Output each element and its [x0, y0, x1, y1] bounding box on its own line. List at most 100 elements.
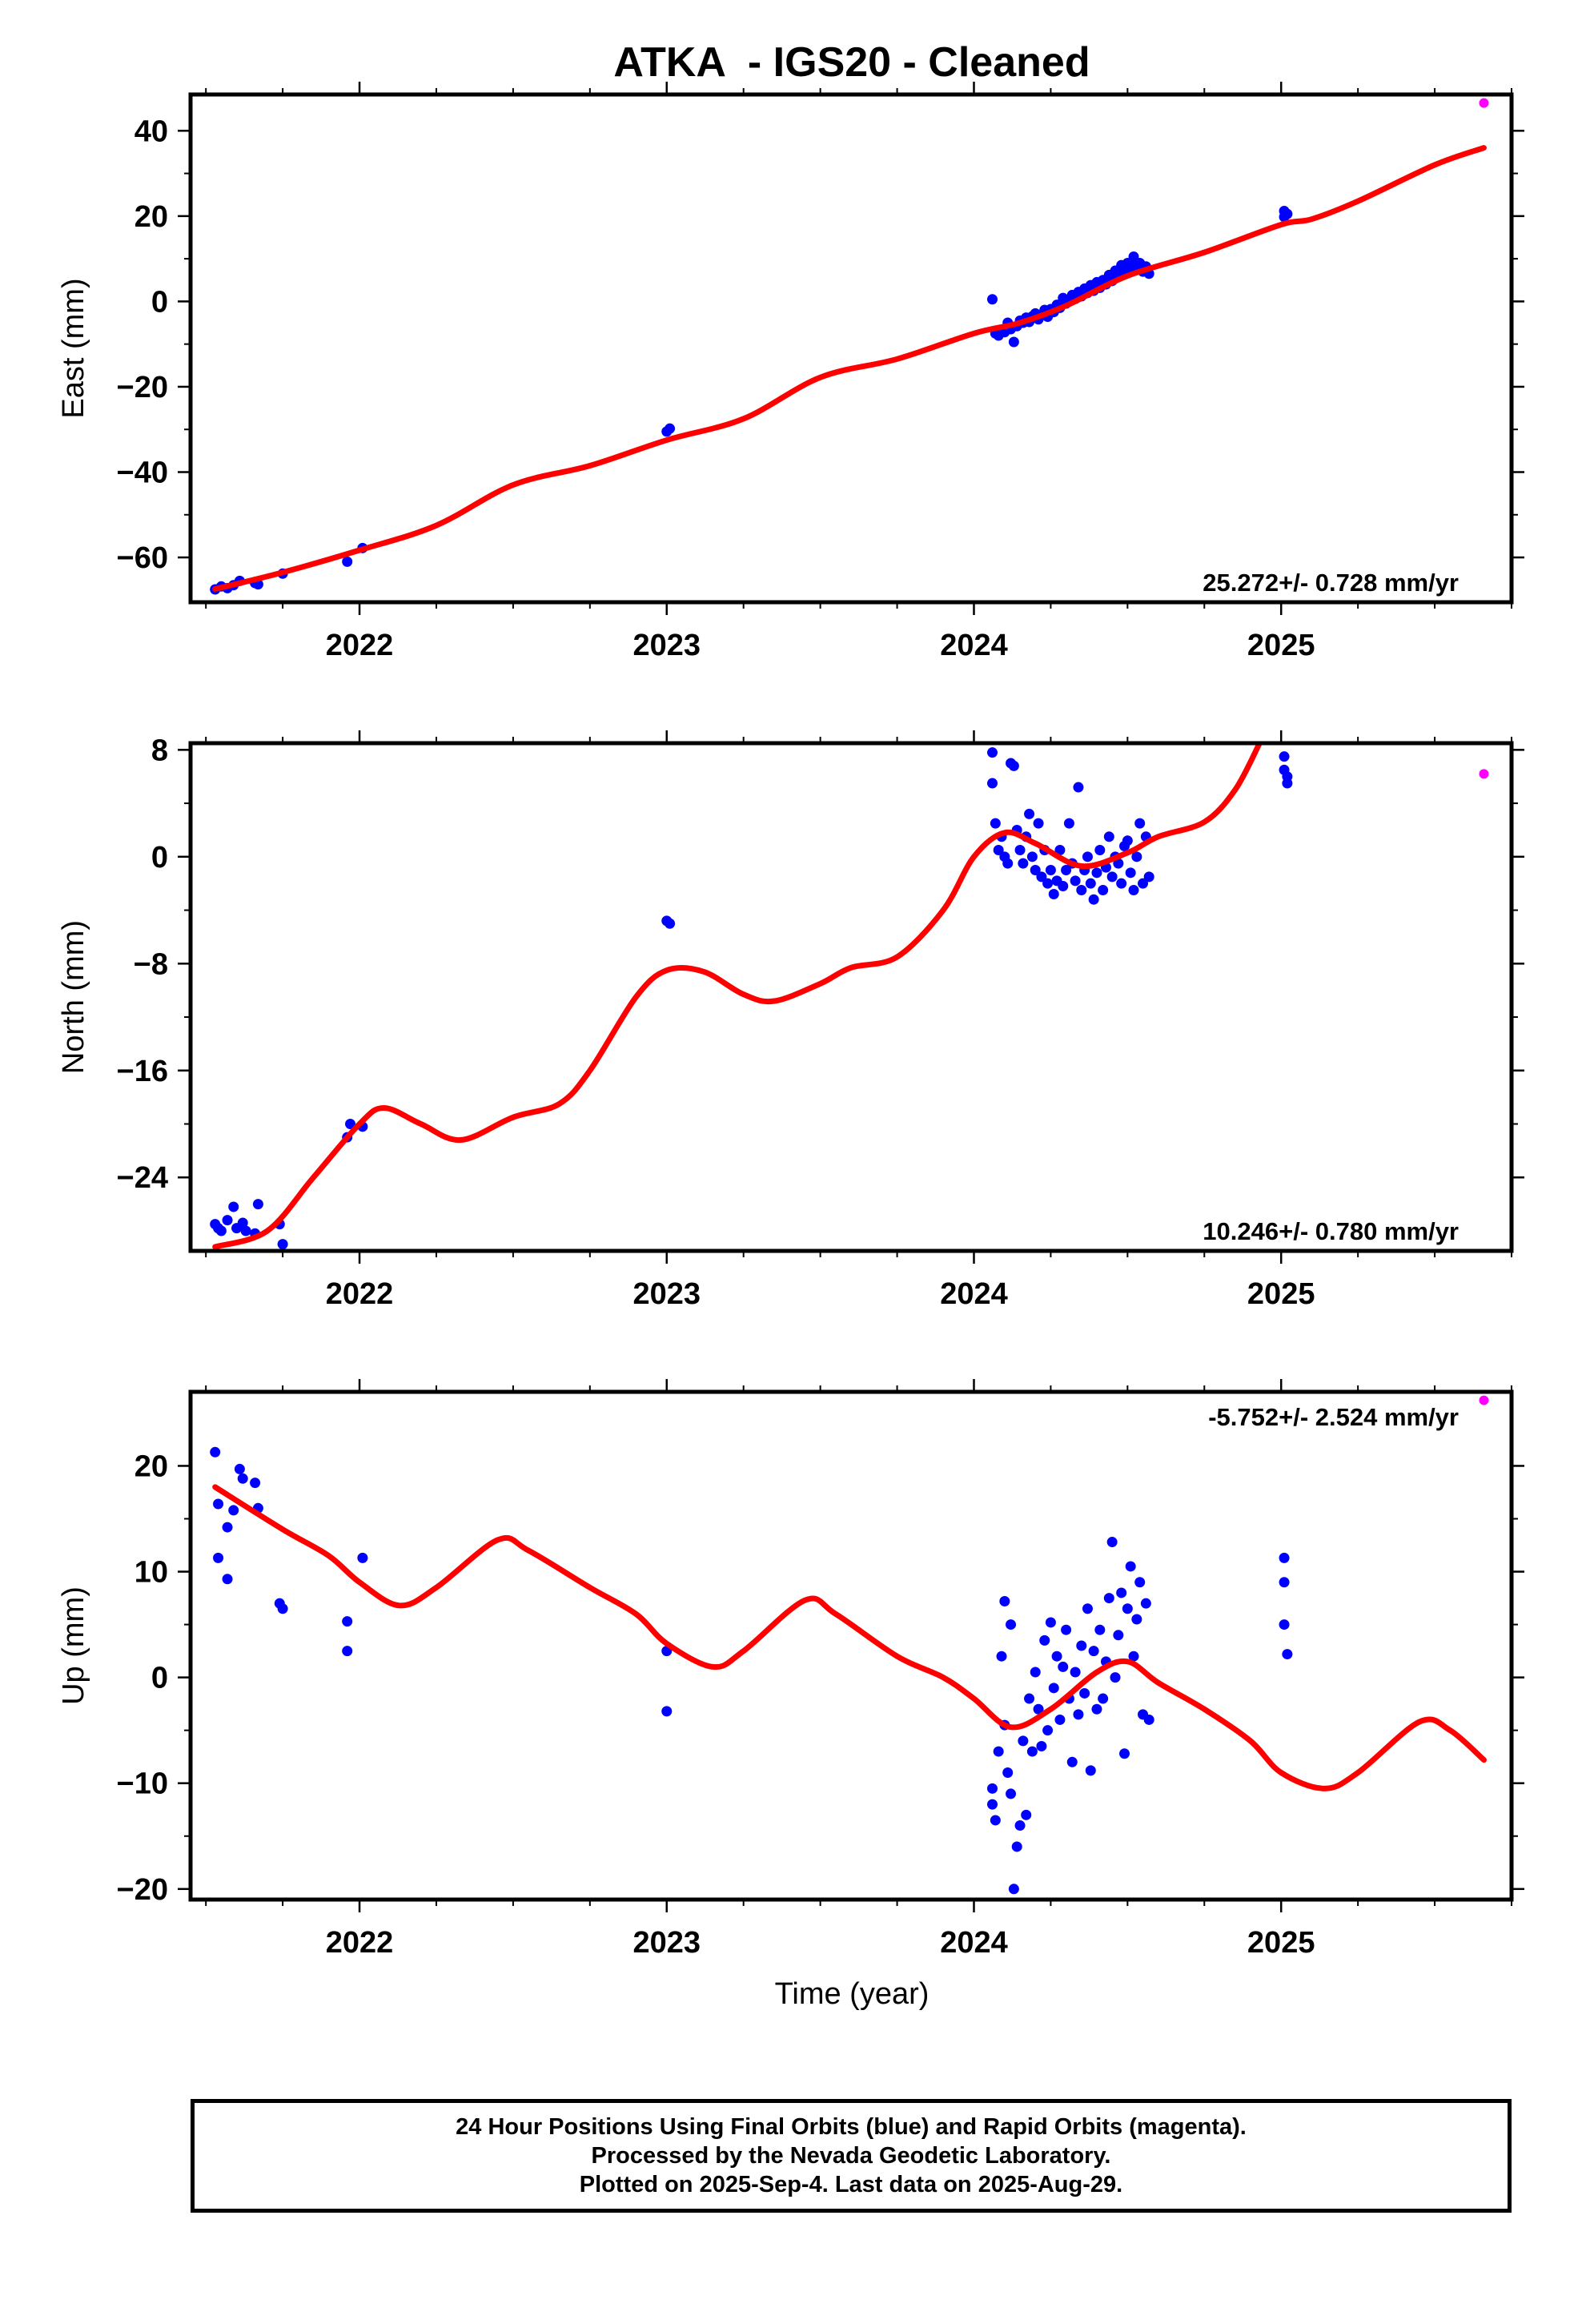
y-tick-label: 10 [135, 1556, 168, 1590]
final-orbit-point [990, 818, 1001, 829]
final-orbit-point [1134, 818, 1146, 829]
final-orbit-point [1088, 894, 1099, 905]
final-orbit-point [228, 1201, 239, 1212]
y-tick-label: 8 [151, 734, 168, 767]
rapid-orbit-point [1479, 769, 1489, 779]
final-orbit-point [1098, 1693, 1109, 1704]
final-orbit-point [665, 423, 676, 434]
final-orbit-point [1073, 782, 1084, 793]
final-orbit-point [1282, 1649, 1293, 1660]
plot-frame [188, 741, 1514, 1253]
final-orbit-point [1030, 1667, 1041, 1678]
final-orbit-point [237, 1217, 248, 1228]
final-orbit-point [1039, 1634, 1050, 1646]
final-orbit-point [1122, 1603, 1133, 1614]
final-orbit-point [1008, 1884, 1019, 1895]
final-orbit-point [1103, 1593, 1114, 1604]
final-orbit-point [1026, 1746, 1038, 1757]
final-orbit-point [1026, 851, 1038, 862]
model-curve [212, 743, 1263, 1250]
final-orbit-point [250, 1478, 261, 1489]
final-orbit-point [1119, 1748, 1130, 1759]
final-orbit-point [228, 1505, 239, 1516]
final-orbit-point [1006, 1788, 1017, 1799]
final-orbit-point [987, 294, 998, 305]
final-orbit-point [1048, 889, 1059, 900]
final-orbit-point [1103, 831, 1114, 842]
velocity-annotation: 25.272+/- 0.728 mm/yr [1203, 569, 1459, 597]
final-orbit-point [1033, 1703, 1044, 1715]
final-orbit-points [210, 747, 1293, 1250]
final-orbit-point [1113, 858, 1124, 869]
y-tick-label: 0 [151, 841, 168, 875]
final-orbit-point [222, 1215, 233, 1226]
final-orbit-point [1279, 1619, 1290, 1630]
final-orbit-point [1125, 1561, 1136, 1572]
final-orbit-point [210, 1446, 221, 1458]
y-axis-label: North (mm) [57, 920, 90, 1074]
final-orbit-point [987, 1799, 998, 1810]
final-orbit-point [1125, 867, 1136, 879]
final-orbit-point [1143, 871, 1154, 883]
final-orbit-point [1134, 1577, 1146, 1588]
final-orbit-point [1143, 1714, 1154, 1725]
y-axis-label: Up (mm) [57, 1586, 90, 1705]
final-orbit-point [1054, 844, 1066, 855]
final-orbit-point [987, 778, 998, 789]
final-orbit-point [1024, 1693, 1035, 1704]
final-orbit-point [357, 1552, 368, 1563]
y-tick-label: −20 [117, 371, 168, 404]
final-orbit-point [1002, 858, 1014, 869]
final-orbit-point [1036, 1740, 1047, 1751]
final-orbit-point [1131, 851, 1142, 862]
final-orbit-point [1058, 881, 1069, 892]
panel-3: 2022 2023 2024 2025 −20 −10 0 10 20 Up (mm) -5.752… [57, 1379, 1524, 1960]
x-tick-label: 2024 [940, 629, 1008, 662]
x-tick-label: 2025 [1247, 1277, 1315, 1311]
final-orbit-point [1138, 878, 1149, 889]
final-orbit-point [234, 1463, 245, 1474]
caption-line-2: Processed by the Nevada Geodetic Laborat… [591, 2143, 1111, 2169]
final-orbit-point [1073, 1709, 1084, 1720]
final-orbit-point [1082, 851, 1093, 862]
y-tick-label: −20 [117, 1873, 168, 1907]
y-tick-label: 20 [135, 1449, 168, 1483]
final-orbit-point [1030, 865, 1041, 875]
final-orbit-point [342, 1646, 353, 1657]
final-orbit-point [342, 1616, 353, 1627]
model-curve [212, 145, 1487, 592]
final-orbit-point [213, 1498, 224, 1510]
final-orbit-point [1002, 1767, 1014, 1778]
final-orbit-point [222, 1522, 233, 1533]
figure-title: ATKA - IGS20 - Cleaned [613, 39, 1090, 86]
final-orbit-point [1042, 878, 1054, 889]
final-orbit-point [1070, 875, 1081, 887]
final-orbit-point [215, 1225, 227, 1236]
final-orbit-point [1021, 1809, 1032, 1820]
final-orbit-point [1063, 818, 1074, 829]
y-tick-label: 0 [151, 285, 168, 319]
final-orbit-point [1279, 1552, 1290, 1563]
final-orbit-point [1091, 867, 1102, 879]
final-orbit-point [1058, 1661, 1069, 1672]
final-orbit-point [1024, 808, 1035, 819]
final-orbit-point [1116, 1587, 1127, 1598]
final-orbit-point [1054, 1714, 1066, 1725]
final-orbit-point [1122, 835, 1133, 846]
final-orbit-point [213, 1552, 224, 1563]
x-tick-label: 2022 [326, 629, 394, 662]
final-orbit-point [1085, 1765, 1096, 1776]
rapid-orbit-point [1479, 98, 1489, 108]
x-tick-label: 2022 [326, 1926, 394, 1960]
final-orbit-point [252, 1199, 263, 1210]
velocity-annotation: 10.246+/- 0.780 mm/yr [1203, 1217, 1459, 1245]
x-tick-label: 2022 [326, 1277, 394, 1311]
final-orbit-point [1082, 1603, 1093, 1614]
final-orbit-point [1282, 771, 1293, 782]
final-orbit-points [210, 1446, 1293, 1895]
y-tick-label: 40 [135, 115, 168, 148]
final-orbit-point [1098, 885, 1109, 896]
panel-2: 2022 2023 2024 2025 −24 −16 −8 0 8 North (mm) 10.2… [57, 730, 1524, 1311]
final-orbit-point [1094, 1624, 1106, 1635]
